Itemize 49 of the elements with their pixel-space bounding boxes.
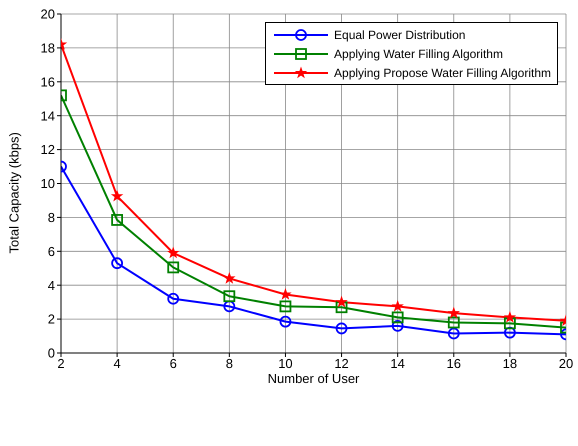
point <box>336 322 348 334</box>
point <box>392 312 404 324</box>
point <box>504 317 516 330</box>
point <box>336 301 348 314</box>
y-tick-label: 8 <box>48 210 55 226</box>
point <box>280 289 291 300</box>
point <box>168 247 178 258</box>
x-tick-label: 12 <box>334 356 349 372</box>
point <box>112 190 122 201</box>
point <box>280 316 292 328</box>
point <box>504 326 516 339</box>
y-tick-label: 10 <box>40 176 55 192</box>
point <box>448 328 460 340</box>
point <box>280 300 292 312</box>
y-tick-label: 20 <box>40 6 55 22</box>
y-axis-title: Total Capacity (kbps) <box>6 132 22 254</box>
x-axis-title: Number of User <box>268 371 360 386</box>
point <box>448 316 460 328</box>
x-tick-label: 16 <box>446 356 462 372</box>
point <box>167 292 180 305</box>
x-tick-label: 4 <box>113 356 121 372</box>
point <box>224 272 235 283</box>
point <box>392 300 403 311</box>
point <box>111 257 124 270</box>
y-tick-label: 2 <box>48 312 55 327</box>
legend-label: Applying Propose Water Filling Algorithm <box>334 66 551 80</box>
x-tick-label: 20 <box>558 356 574 372</box>
y-tick-label: 14 <box>40 108 55 124</box>
y-tick-label: 16 <box>40 74 55 90</box>
point <box>336 296 347 307</box>
x-tick-label: 14 <box>390 356 405 372</box>
x-tick-label: 8 <box>226 356 233 372</box>
point <box>392 320 404 332</box>
point <box>167 262 180 274</box>
legend-label: Equal Power Distribution <box>334 28 466 42</box>
y-tick-label: 0 <box>48 346 55 361</box>
x-tick-label: 2 <box>57 356 65 372</box>
point <box>448 308 460 318</box>
y-tick-label: 12 <box>40 142 55 158</box>
y-tick-label: 18 <box>40 40 55 56</box>
point <box>223 290 236 302</box>
legend-label: Applying Water Filling Algorithm <box>334 46 503 60</box>
y-tick-label: 4 <box>48 278 55 293</box>
point <box>111 214 124 226</box>
x-tick-label: 6 <box>170 356 177 372</box>
point <box>504 312 516 322</box>
x-tick-label: 10 <box>278 356 293 372</box>
x-tick-label: 18 <box>502 356 518 372</box>
y-tick-label: 6 <box>48 244 55 259</box>
